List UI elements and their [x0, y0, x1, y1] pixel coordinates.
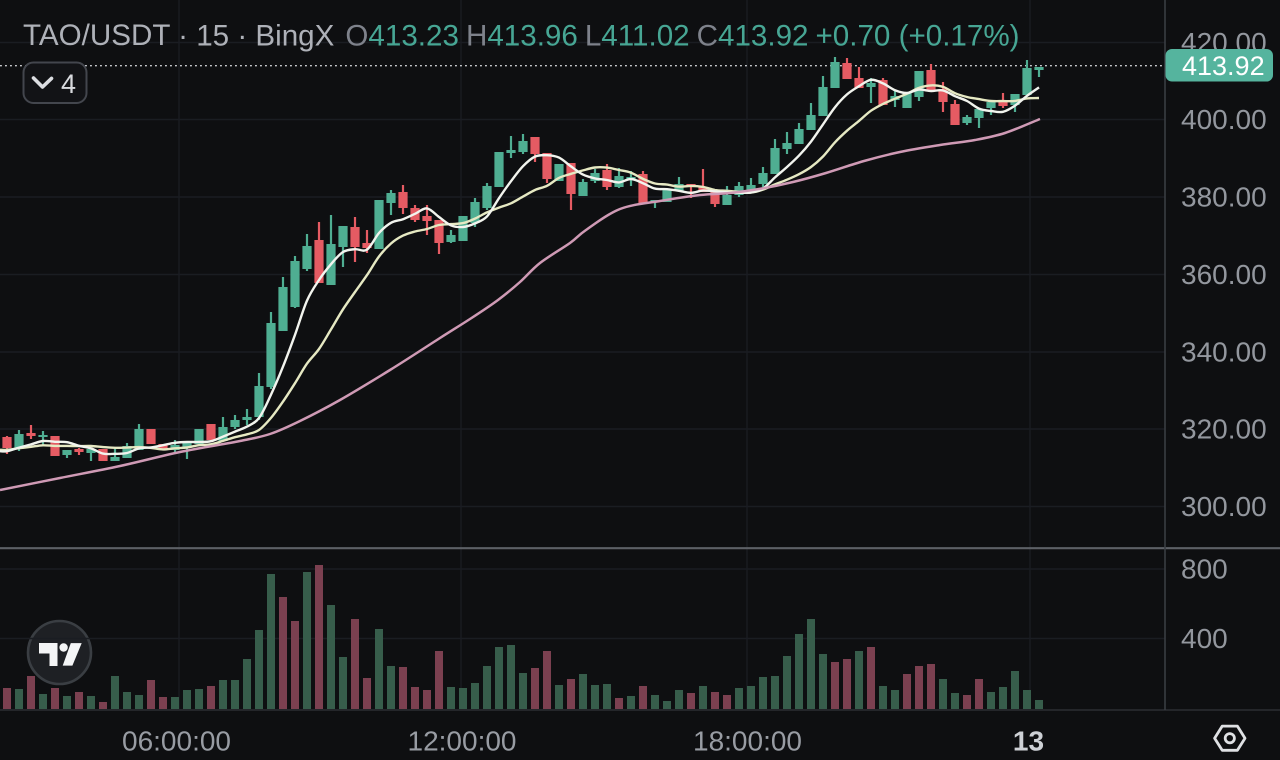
svg-text:800: 800: [1181, 554, 1228, 585]
svg-text:320.00: 320.00: [1181, 414, 1267, 445]
svg-text:18:00:00: 18:00:00: [693, 726, 802, 757]
svg-text:06:00:00: 06:00:00: [122, 726, 231, 757]
svg-text:340.00: 340.00: [1181, 337, 1267, 368]
svg-text:360.00: 360.00: [1181, 259, 1267, 290]
svg-text:300.00: 300.00: [1181, 491, 1267, 522]
svg-text:400.00: 400.00: [1181, 104, 1267, 135]
svg-text:12:00:00: 12:00:00: [408, 726, 517, 757]
svg-text:13: 13: [1013, 726, 1044, 757]
svg-text:413.92: 413.92: [1182, 51, 1265, 81]
svg-text:4: 4: [61, 69, 76, 99]
svg-text:400: 400: [1181, 623, 1228, 654]
svg-text:380.00: 380.00: [1181, 182, 1267, 213]
